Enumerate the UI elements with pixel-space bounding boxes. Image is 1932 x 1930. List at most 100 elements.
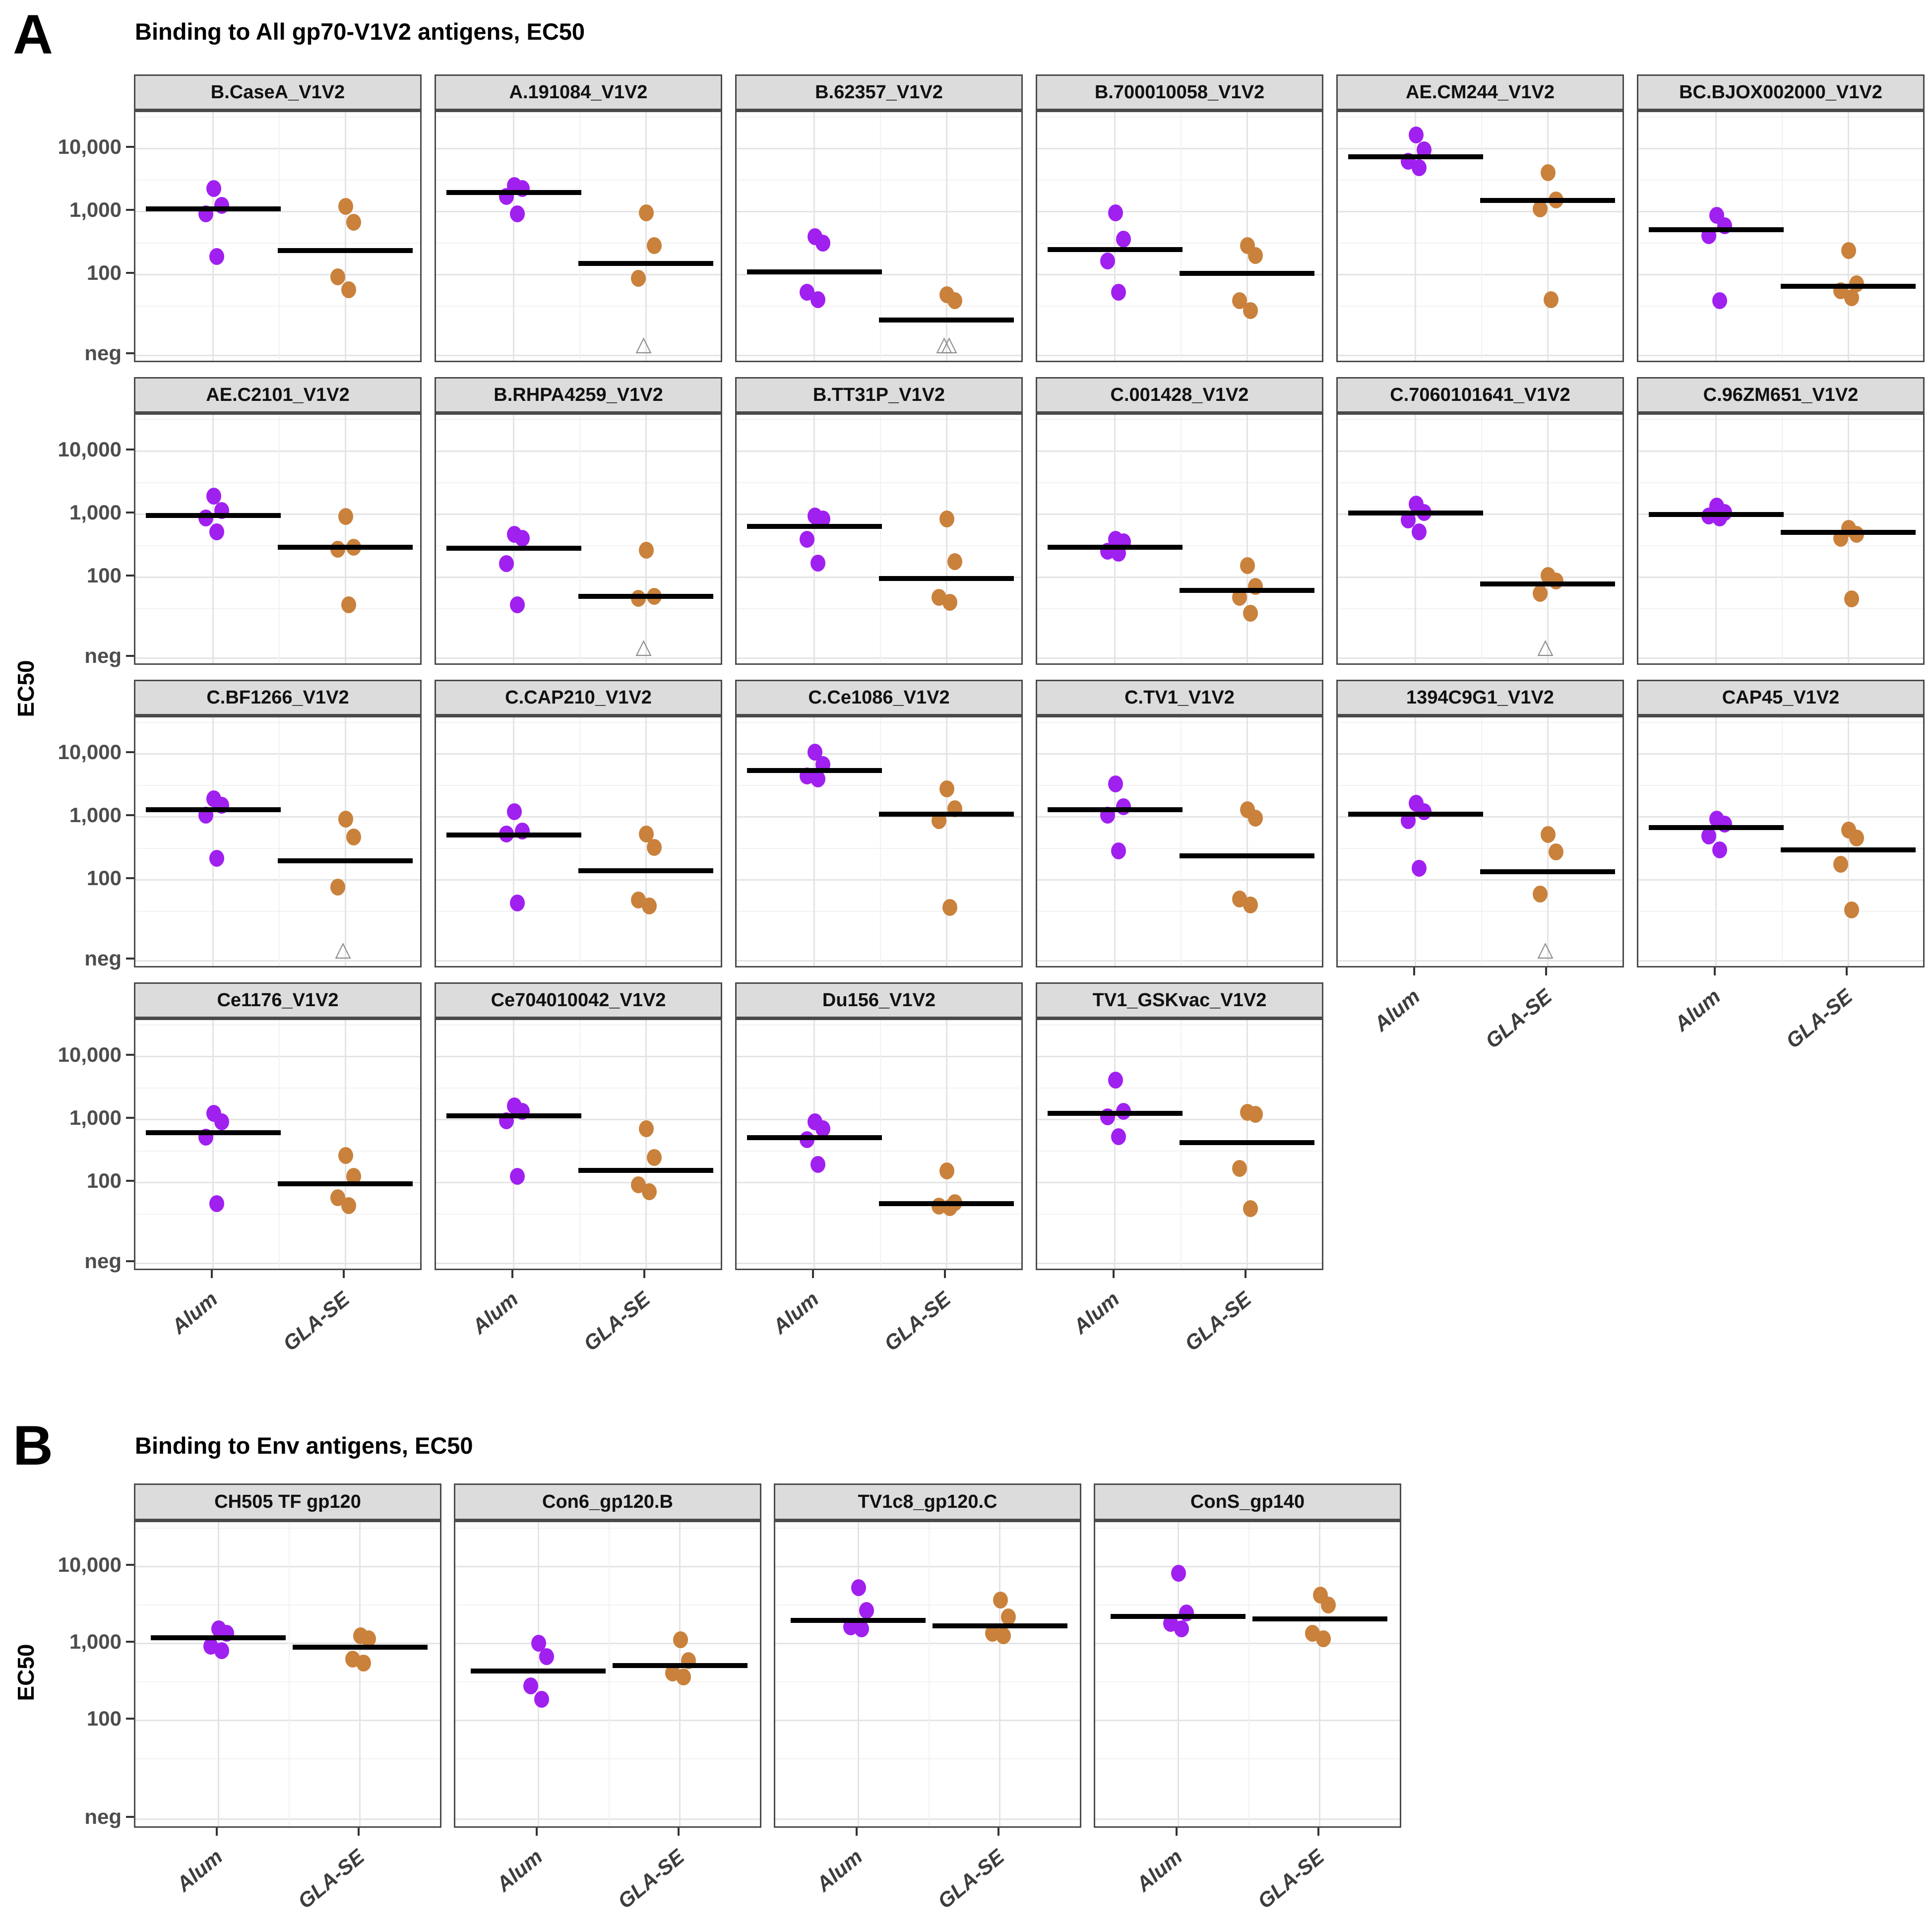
x-tick-mark — [1846, 967, 1848, 975]
panel-b-title: Binding to Env antigens, EC50 — [135, 1432, 473, 1459]
gridline-major — [1037, 753, 1322, 755]
median-line-alum — [1047, 247, 1183, 253]
gridline-major — [737, 354, 1021, 356]
facet-strip: B.TT31P_V1V2 — [735, 377, 1023, 413]
gridline-major-v — [1715, 112, 1717, 361]
data-point-alum — [509, 205, 525, 223]
median-line-gla_se — [879, 1201, 1014, 1207]
gridline-minor — [135, 180, 420, 181]
median-line-gla_se — [1781, 847, 1916, 853]
facet-title: C.CAP210_V1V2 — [505, 687, 652, 708]
data-point-alum — [1108, 204, 1123, 221]
gridline-major — [1037, 354, 1322, 356]
gridline-major-v — [1177, 1522, 1179, 1826]
gridline-major-v — [212, 1020, 214, 1269]
data-point-gla_se — [1533, 200, 1548, 217]
median-line-gla_se — [879, 318, 1014, 323]
gridline-major — [1037, 577, 1322, 579]
gridline-minor — [1095, 1528, 1400, 1529]
y-tick-mark — [126, 1260, 134, 1263]
facet-plot — [1637, 110, 1925, 362]
data-point-gla_se — [338, 1147, 354, 1164]
gridline-major-v — [212, 112, 214, 361]
gridline-major — [1338, 879, 1622, 881]
gridline-minor — [436, 243, 721, 244]
data-point-gla_se — [947, 553, 963, 570]
gridline-minor — [775, 1605, 1080, 1606]
facet-title: TV1_GSKvac_V1V2 — [1092, 989, 1267, 1011]
median-line-gla_se — [1252, 1616, 1387, 1621]
gridline-minor — [455, 1605, 760, 1606]
gridline-major-v — [945, 415, 947, 663]
y-tick-label: 1,000 — [69, 197, 122, 221]
gridline-major — [1037, 816, 1322, 818]
gridline-major-v — [344, 1020, 346, 1269]
gridline-major — [737, 1056, 1021, 1058]
neg-triangle-gla_se: △ — [1537, 937, 1554, 961]
gridline-major-v — [645, 415, 647, 663]
median-line-gla_se — [1480, 869, 1616, 875]
data-point-gla_se — [639, 1120, 654, 1137]
median-line-alum — [1648, 825, 1784, 830]
gridline-minor-v — [880, 1020, 881, 1269]
data-point-alum — [810, 1156, 825, 1173]
gridline-major-v — [1246, 717, 1248, 966]
x-tick-label-alum: Alum — [467, 1287, 522, 1339]
median-line-alum — [145, 807, 281, 813]
data-point-alum — [1712, 292, 1727, 310]
x-tick-label-gla-se: GLA-SE — [879, 1287, 955, 1355]
facet-strip: B.700010058_V1V2 — [1036, 74, 1323, 110]
facet-plot — [134, 1018, 422, 1270]
neg-triangle-gla_se: △ — [936, 332, 952, 356]
facet-title: Ce704010042_V1V2 — [491, 989, 666, 1011]
data-point-alum — [1701, 827, 1716, 844]
y-tick-label: 10,000 — [58, 740, 122, 764]
data-point-gla_se — [1315, 1630, 1331, 1647]
facet-plot: △ — [435, 413, 722, 665]
gridline-minor — [135, 306, 420, 307]
median-line-gla_se — [932, 1623, 1067, 1629]
gridline-major — [436, 753, 721, 755]
gridline-major — [1095, 1643, 1400, 1645]
y-tick-label: 10,000 — [58, 1552, 122, 1576]
gridline-minor — [737, 482, 1021, 484]
data-point-gla_se — [346, 214, 362, 231]
gridline-minor — [135, 1025, 420, 1026]
gridline-major-v — [513, 717, 515, 966]
data-point-gla_se — [631, 270, 646, 287]
gridline-minor — [135, 848, 420, 849]
gridline-minor — [436, 608, 721, 610]
y-tick-mark — [126, 877, 134, 879]
gridline-minor — [737, 419, 1021, 421]
gridline-minor — [737, 306, 1021, 307]
gridline-major — [436, 1182, 721, 1184]
facet-plot — [435, 1018, 722, 1270]
gridline-major — [1338, 211, 1622, 213]
gridline-minor — [1638, 785, 1923, 786]
x-tick-label-alum: Alum — [492, 1845, 547, 1896]
data-point-gla_se — [1549, 573, 1564, 590]
x-tick-label-alum: Alum — [1131, 1845, 1187, 1896]
y-tick-label: 1,000 — [69, 1105, 122, 1129]
gridline-major — [775, 1566, 1080, 1568]
gridline-major — [775, 1818, 1080, 1820]
gridline-minor — [737, 722, 1021, 723]
gridline-major-v — [1847, 112, 1849, 361]
median-line-gla_se — [1180, 270, 1315, 276]
gridline-major — [436, 148, 721, 150]
x-tick-mark — [216, 1828, 218, 1836]
gridline-major — [737, 450, 1021, 452]
gridline-minor — [135, 1758, 440, 1760]
gridline-minor — [455, 1528, 760, 1529]
x-tick-mark — [357, 1828, 360, 1836]
facet-title: C.TV1_V1V2 — [1124, 687, 1235, 708]
gridline-major — [1338, 816, 1622, 818]
gridline-minor — [1095, 1758, 1400, 1760]
gridline-minor — [135, 1605, 440, 1606]
data-point-alum — [1712, 841, 1727, 859]
median-line-gla_se — [578, 868, 714, 874]
y-tick-label: 100 — [86, 563, 122, 587]
gridline-major-v — [813, 1020, 815, 1269]
gridline-major — [737, 577, 1021, 579]
